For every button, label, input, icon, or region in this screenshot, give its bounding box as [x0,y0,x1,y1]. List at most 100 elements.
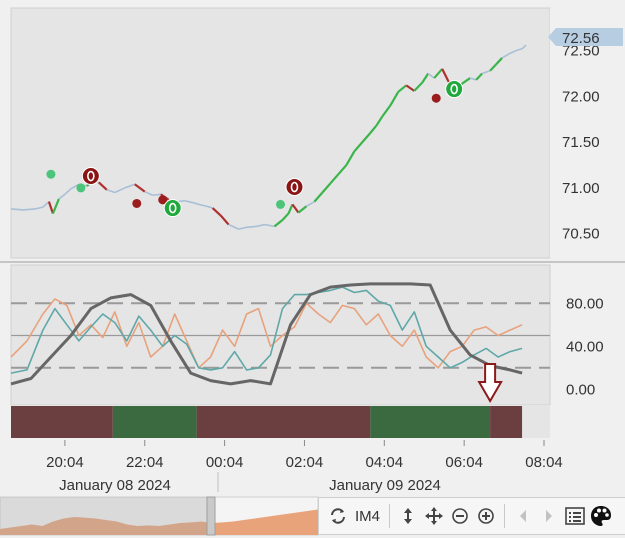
price-axis: 72.50 72.00 71.50 71.00 70.50 [562,43,600,243]
price-segment [329,173,340,185]
time-tick-label: 22:04 [126,454,164,471]
time-tick-label: 02:04 [286,454,324,471]
time-tick-label: 06:04 [445,454,483,471]
price-segment [22,208,36,211]
price-segment [397,84,407,93]
price-segment [238,226,247,230]
sell-signal-dot [132,198,142,208]
price-segment [124,183,136,189]
price-segment [369,124,378,134]
price-segment [198,203,207,208]
price-tick-label: 72.00 [562,88,600,105]
sell-signal-dot [158,195,168,205]
price-segment [501,52,511,59]
price-segment [211,207,222,217]
price-signals [46,80,464,218]
price-segment [64,188,72,195]
current-price-tag: 72.56 [548,28,623,47]
navigator-handle[interactable] [206,496,216,536]
price-segment [58,193,66,200]
navigator-mask [0,497,207,535]
oscillator-line-1 [10,298,523,369]
price-segment [353,141,364,153]
price-segment [306,200,315,207]
price-tick-label: 70.50 [562,226,600,243]
price-segment [106,188,116,194]
price-segment [375,115,384,127]
chart-type-button[interactable]: IM4 [355,507,381,525]
buy-signal-dot [276,199,285,209]
time-tick-label: 04:04 [366,454,404,471]
price-tick-label: 71.50 [562,134,600,151]
price-segment [34,206,44,210]
price-segment [114,187,126,194]
time-tick-label: 00:04 [206,454,244,471]
price-series [10,44,527,230]
refresh-icon[interactable] [325,503,351,529]
price-segment [144,190,154,196]
price-segment [389,91,400,107]
scroll-left-icon[interactable] [510,503,536,529]
time-tick-label: 20:04 [46,454,84,471]
price-plot-area[interactable] [10,7,551,259]
price-segment [345,150,356,166]
price-segment [206,205,213,209]
scroll-right-icon[interactable] [536,503,562,529]
price-segment [461,77,471,85]
date-label: January 09 2024 [329,477,441,494]
price-segment [405,84,415,92]
price-segment [42,201,50,208]
price-segment [152,193,161,197]
list-icon[interactable] [562,503,588,529]
zoom-in-icon[interactable] [473,503,499,529]
price-segment [427,72,435,79]
oscillator-line-3 [10,282,523,386]
price-segment [421,72,430,84]
vertical-resize-icon[interactable] [395,503,421,529]
time-axis: 20:04 22:04 00:04 02:04 04:04 06:04 08:04 Janua… [46,440,563,494]
buy-signal-dot [76,183,86,193]
oscillator-line-2 [10,286,523,374]
sell-signal-dot [431,93,441,103]
oscillator-tick-label: 40.00 [566,338,604,355]
price-segment [184,199,193,204]
price-segment [228,223,239,230]
regime-segment [11,406,113,438]
toolbar-separator [504,504,506,528]
buy-zero-marker [445,80,464,99]
sell-zero-marker [285,178,304,197]
price-segment [134,183,146,193]
price-segment [495,57,503,66]
oscillator-tick-label: 80.00 [566,295,604,312]
buy-zero-marker [163,199,182,218]
price-axis-area[interactable] [550,8,623,258]
price-segment [441,68,450,82]
price-segment [219,214,230,226]
price-segment [521,44,527,50]
palette-icon[interactable] [588,503,614,529]
regime-bar [11,406,523,438]
sell-zero-marker [81,167,100,186]
oscillator-series [10,282,523,386]
regime-segment [370,406,491,438]
price-segment [246,225,257,229]
down-arrow-icon [477,363,503,403]
price-tick-label: 71.00 [562,180,600,197]
price-segment [98,181,108,191]
regime-segment [196,406,371,438]
oscillator-tick-label: 0.00 [566,381,595,398]
price-segment [489,63,497,72]
price-segment [256,223,265,228]
pan-icon[interactable] [421,503,447,529]
price-segment [433,68,444,79]
price-tick-label: 72.50 [562,43,600,60]
price-segment [321,182,332,194]
price-segment [381,104,392,118]
price-segment [291,203,300,214]
price-segment [509,49,517,55]
navigator-area [0,509,318,535]
regime-segment [112,406,197,438]
price-segment [287,203,294,214]
zoom-out-icon[interactable] [447,503,473,529]
